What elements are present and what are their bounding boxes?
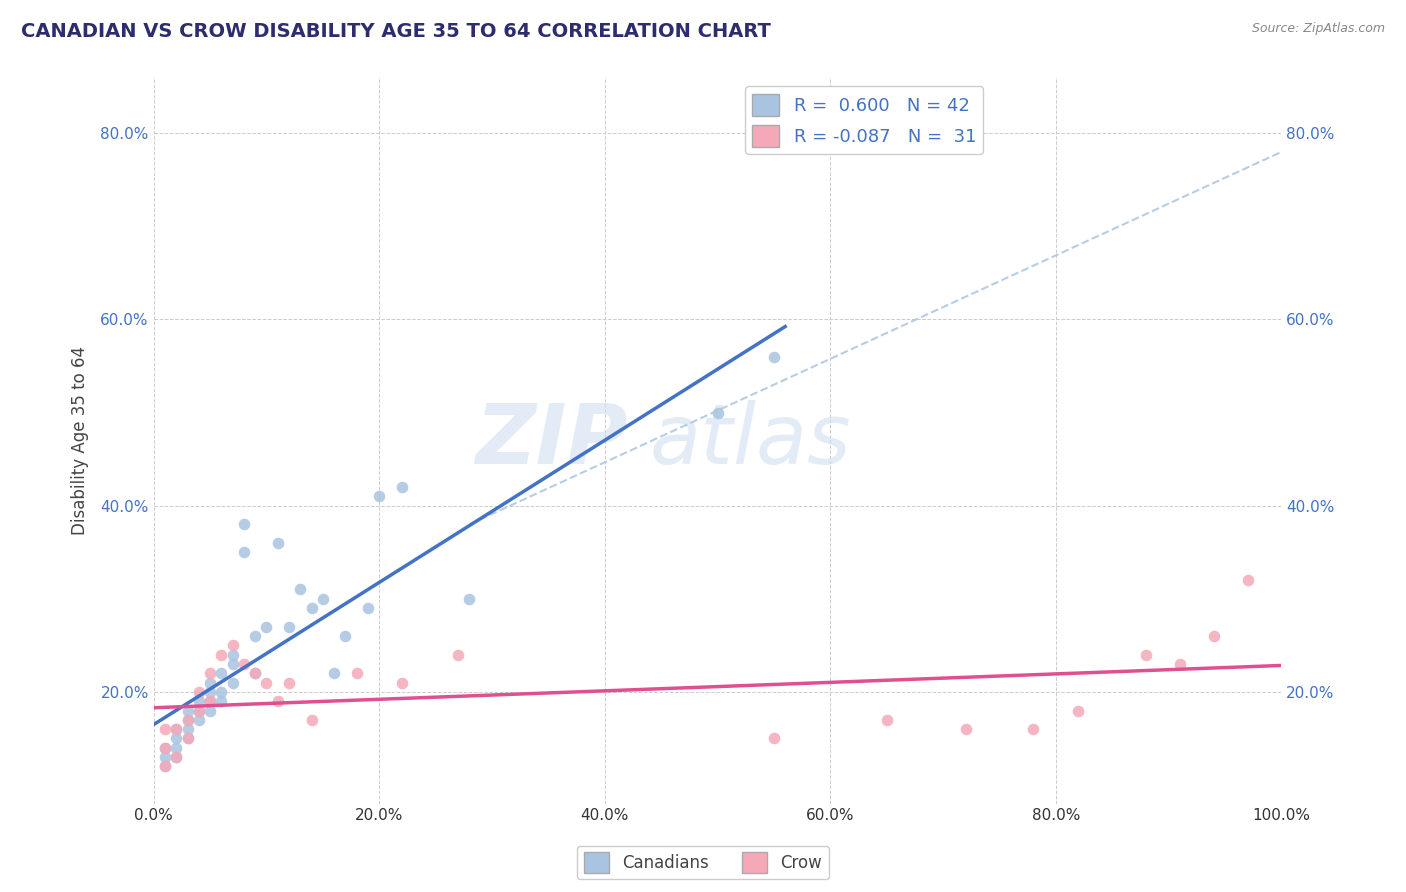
Point: [165, 722, 187, 736]
Point: [368, 489, 391, 503]
Point: [312, 591, 335, 606]
Point: [209, 694, 232, 708]
Point: [323, 666, 346, 681]
Point: [1202, 629, 1225, 643]
Point: [221, 675, 243, 690]
Point: [165, 740, 187, 755]
Point: [391, 675, 413, 690]
Point: [209, 648, 232, 662]
Point: [256, 675, 278, 690]
Point: [232, 657, 254, 671]
Point: [209, 666, 232, 681]
Text: atlas: atlas: [650, 400, 852, 481]
Point: [165, 722, 187, 736]
Point: [1168, 657, 1191, 671]
Point: [706, 406, 728, 420]
Point: [153, 740, 176, 755]
Text: CANADIAN VS CROW DISABILITY AGE 35 TO 64 CORRELATION CHART: CANADIAN VS CROW DISABILITY AGE 35 TO 64…: [21, 22, 770, 41]
Point: [346, 666, 368, 681]
Point: [198, 675, 221, 690]
Point: [762, 731, 785, 746]
Point: [245, 629, 267, 643]
Y-axis label: Disability Age 35 to 64: Disability Age 35 to 64: [72, 346, 89, 535]
Point: [1067, 704, 1090, 718]
Point: [153, 722, 176, 736]
Point: [221, 638, 243, 652]
Point: [876, 713, 898, 727]
Point: [176, 731, 198, 746]
Point: [232, 517, 254, 532]
Point: [1022, 722, 1045, 736]
Point: [165, 731, 187, 746]
Point: [165, 750, 187, 764]
Point: [176, 713, 198, 727]
Point: [391, 480, 413, 494]
Point: [335, 629, 357, 643]
Point: [1236, 573, 1258, 587]
Point: [290, 582, 312, 597]
Point: [256, 620, 278, 634]
Point: [221, 648, 243, 662]
Point: [198, 685, 221, 699]
Point: [153, 759, 176, 773]
Legend: R =  0.600   N = 42, R = -0.087   N =  31: R = 0.600 N = 42, R = -0.087 N = 31: [745, 87, 983, 154]
Point: [447, 648, 470, 662]
Point: [187, 685, 209, 699]
Point: [153, 759, 176, 773]
Point: [301, 713, 323, 727]
Point: [278, 675, 301, 690]
Point: [458, 591, 481, 606]
Point: [176, 713, 198, 727]
Point: [153, 740, 176, 755]
Point: [357, 601, 380, 615]
Point: [187, 704, 209, 718]
Point: [267, 536, 290, 550]
Point: [209, 685, 232, 699]
Point: [187, 694, 209, 708]
Point: [245, 666, 267, 681]
Text: ZIP: ZIP: [475, 400, 627, 481]
Point: [955, 722, 977, 736]
Point: [267, 694, 290, 708]
Point: [232, 545, 254, 559]
Point: [221, 657, 243, 671]
Legend: Canadians, Crow: Canadians, Crow: [576, 846, 830, 880]
Point: [176, 704, 198, 718]
Point: [278, 620, 301, 634]
Point: [198, 694, 221, 708]
Point: [762, 350, 785, 364]
Point: [176, 722, 198, 736]
Point: [301, 601, 323, 615]
Point: [187, 713, 209, 727]
Point: [153, 750, 176, 764]
Point: [165, 750, 187, 764]
Point: [198, 666, 221, 681]
Point: [198, 694, 221, 708]
Text: Source: ZipAtlas.com: Source: ZipAtlas.com: [1251, 22, 1385, 36]
Point: [1135, 648, 1157, 662]
Point: [187, 704, 209, 718]
Point: [176, 731, 198, 746]
Point: [245, 666, 267, 681]
Point: [198, 704, 221, 718]
